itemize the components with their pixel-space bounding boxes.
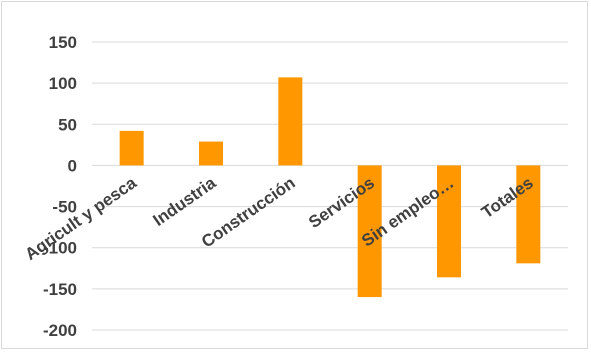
y-tick-label: -150 — [43, 280, 77, 299]
bar — [119, 130, 144, 166]
y-tick-label: 0 — [68, 156, 77, 175]
bar — [357, 165, 382, 298]
y-tick-label: -50 — [52, 198, 77, 217]
x-category-label: Agricult y pesca — [21, 173, 140, 264]
y-tick-label: 50 — [58, 115, 77, 134]
y-tick-label: 100 — [49, 74, 77, 93]
x-category-label: Industria — [150, 173, 220, 230]
bar — [278, 77, 303, 166]
bar — [437, 165, 461, 278]
y-tick-label: 150 — [49, 33, 77, 52]
y-tick-label: -200 — [43, 321, 77, 340]
y-tick-label: -100 — [43, 239, 77, 258]
bar — [516, 165, 541, 264]
bar — [199, 141, 223, 166]
